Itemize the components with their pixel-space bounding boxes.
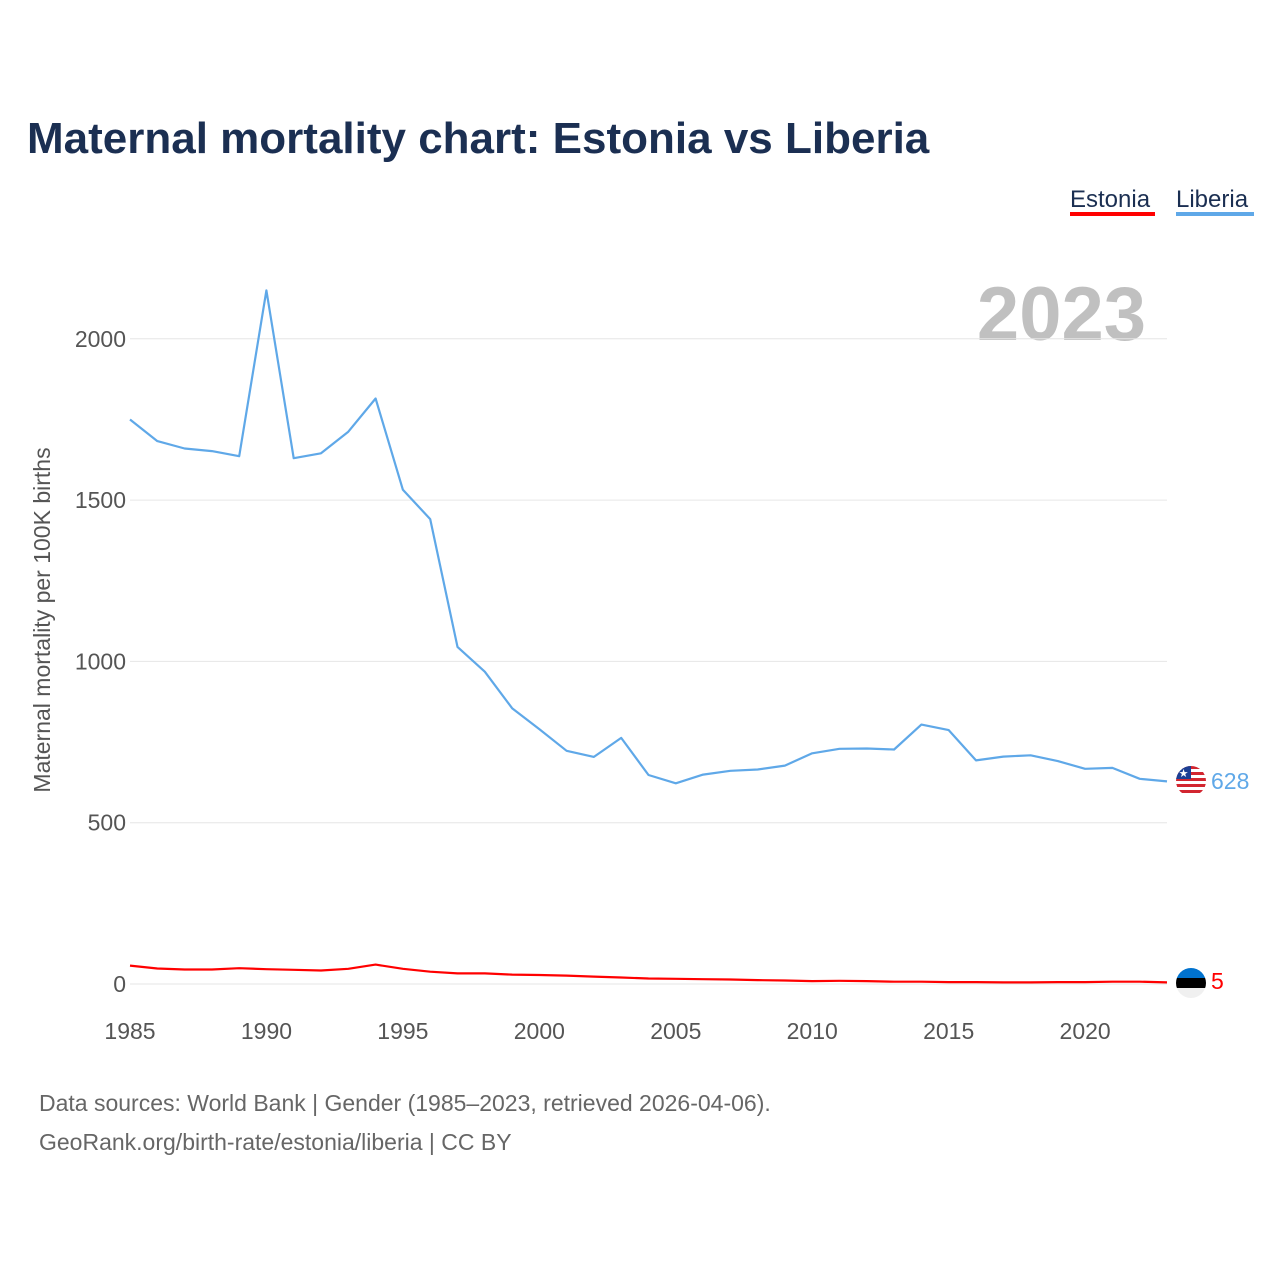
y-tick-label: 0: [113, 971, 126, 997]
x-tick-label: 1985: [104, 1018, 155, 1044]
x-tick-label: 2005: [650, 1018, 701, 1044]
estonia-end-marker: 5: [1176, 968, 1224, 998]
y-tick-labels: 0 500 1000 1500 2000: [75, 326, 126, 997]
legend-label-estonia[interactable]: Estonia: [1070, 186, 1151, 213]
source-line-1: Data sources: World Bank | Gender (1985–…: [39, 1090, 771, 1116]
series-line-estonia[interactable]: [129, 963, 1168, 984]
grid-layer: [130, 338, 1167, 985]
legend-swatch-estonia: [1070, 212, 1155, 216]
y-tick-label: 1500: [75, 487, 126, 513]
legend-label-liberia[interactable]: Liberia: [1176, 186, 1249, 213]
x-tick-label: 2020: [1060, 1018, 1111, 1044]
estonia-end-value: 5: [1211, 968, 1224, 994]
x-tick-label: 2010: [787, 1018, 838, 1044]
x-tick-label: 2015: [923, 1018, 974, 1044]
y-tick-label: 1000: [75, 648, 126, 674]
estonia-flag-icon: [1176, 968, 1206, 998]
y-tick-label: 2000: [75, 326, 126, 352]
x-tick-label: 1995: [377, 1018, 428, 1044]
x-tick-labels: 1985 1990 1995 2000 2005 2010 2015 2020: [104, 1018, 1110, 1044]
y-tick-label: 500: [88, 810, 126, 836]
series-line-liberia[interactable]: [129, 289, 1168, 785]
x-tick-label: 2000: [514, 1018, 565, 1044]
liberia-end-value: 628: [1211, 768, 1249, 794]
x-tick-label: 1990: [241, 1018, 292, 1044]
legend: Estonia Liberia: [1070, 186, 1254, 216]
legend-swatch-liberia: [1176, 212, 1254, 216]
chart-title: Maternal mortality chart: Estonia vs Lib…: [27, 114, 930, 163]
year-watermark: 2023: [977, 272, 1146, 357]
svg-text:★: ★: [1179, 767, 1189, 780]
source-line-2[interactable]: GeoRank.org/birth-rate/estonia/liberia |…: [39, 1129, 512, 1155]
liberia-end-marker: ★ 628: [1176, 766, 1249, 796]
liberia-flag-icon: ★: [1176, 766, 1206, 796]
y-axis-label: Maternal mortality per 100K births: [29, 447, 55, 792]
series-layer: [129, 289, 1168, 984]
